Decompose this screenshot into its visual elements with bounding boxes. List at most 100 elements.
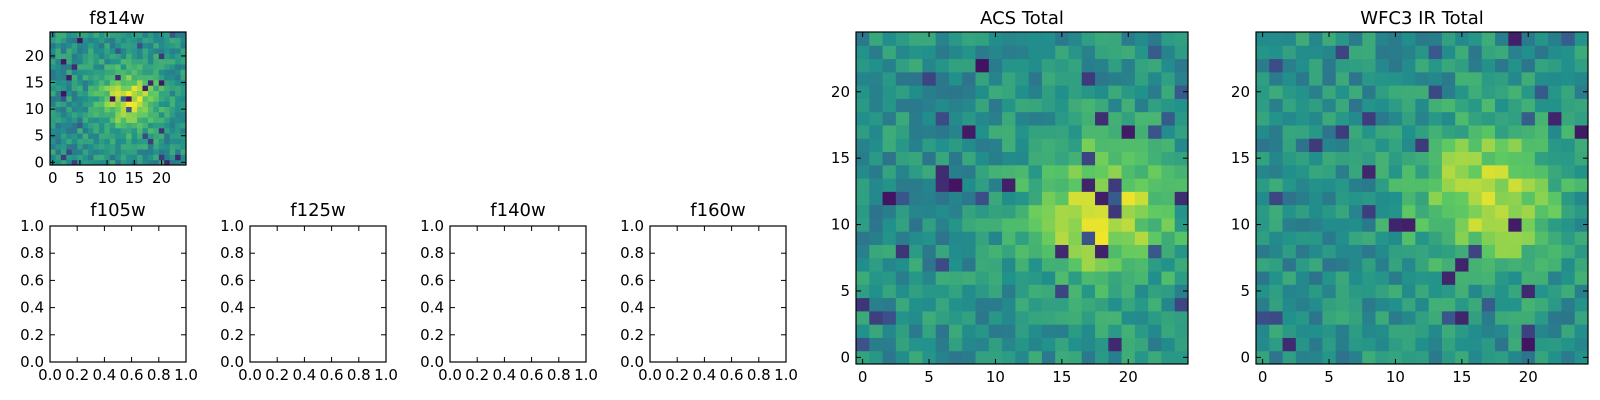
heatmap-cell	[115, 37, 122, 44]
heatmap-cell	[1068, 350, 1083, 365]
heatmap-cell	[1428, 204, 1443, 219]
heatmap-cell	[153, 122, 160, 129]
heatmap-cell	[104, 37, 111, 44]
heatmap-cell	[895, 231, 910, 245]
heatmap-cell	[869, 271, 884, 285]
heatmap-cell	[120, 32, 127, 38]
heatmap-cell	[1282, 271, 1297, 285]
heatmap-cell	[1495, 32, 1509, 46]
heatmap-cell	[1362, 324, 1377, 338]
heatmap-cell	[935, 284, 950, 299]
heatmap-cell	[77, 95, 84, 102]
heatmap-cell	[88, 74, 95, 81]
heatmap-cell	[98, 127, 105, 134]
heatmap-cell	[935, 178, 950, 192]
heatmap-cell	[1134, 151, 1149, 166]
heatmap-cell	[1574, 71, 1589, 86]
heatmap-cell	[1055, 337, 1069, 352]
heatmap-cell	[158, 117, 165, 123]
y-tick-label: 0.6	[20, 271, 44, 289]
x-tick-label: 1.0	[374, 366, 398, 384]
heatmap-cell	[1322, 98, 1337, 113]
heatmap-cell	[158, 127, 165, 134]
heatmap-cell	[115, 90, 122, 97]
heatmap-cell	[1134, 324, 1149, 338]
heatmap-cell	[82, 127, 89, 134]
heatmap-cell	[1121, 231, 1136, 245]
heatmap-cell	[93, 69, 100, 76]
heatmap-cell	[1295, 45, 1310, 60]
heatmap-cell	[109, 47, 116, 54]
heatmap-cell	[1335, 324, 1350, 338]
heatmap-cell	[82, 74, 89, 81]
heatmap-cell	[1055, 271, 1069, 285]
heatmap-cell	[1322, 124, 1337, 139]
heatmap-cell	[1548, 71, 1562, 86]
heatmap-cell	[1108, 231, 1123, 245]
heatmap-cell	[1121, 191, 1136, 206]
heatmap-cell	[55, 138, 62, 145]
heatmap-cell	[158, 37, 165, 44]
heatmap-cell	[869, 231, 884, 245]
heatmap-cell	[1095, 58, 1109, 73]
heatmap-cell	[1161, 164, 1176, 179]
heatmap-cell	[1348, 111, 1363, 126]
heatmap-cell	[869, 324, 884, 338]
heatmap-cell	[153, 37, 160, 44]
heatmap-cell	[1468, 164, 1483, 179]
heatmap-cell	[975, 85, 990, 99]
heatmap-cell	[77, 69, 84, 76]
heatmap-cell	[1015, 85, 1030, 99]
heatmap-cell	[948, 178, 963, 192]
heatmap-cell	[1534, 124, 1549, 139]
heatmap-cell	[142, 106, 149, 113]
heatmap-cell	[1015, 178, 1030, 192]
heatmap-cell	[869, 85, 884, 99]
heatmap-cell	[1174, 85, 1189, 99]
heatmap-cell	[1508, 98, 1523, 113]
heatmap-cell	[1362, 124, 1377, 139]
heatmap-cell	[1081, 71, 1096, 86]
heatmap-cell	[948, 204, 963, 219]
heatmap-cell	[1134, 244, 1149, 259]
heatmap-cell	[82, 111, 89, 118]
heatmap-cell	[922, 337, 937, 352]
heatmap-cell	[1108, 124, 1123, 139]
heatmap-cell	[909, 244, 923, 259]
heatmap-cell	[180, 122, 187, 129]
heatmap-cell	[1574, 244, 1589, 259]
heatmap-cell	[1134, 217, 1149, 232]
heatmap-cell	[1269, 217, 1284, 232]
heatmap-cell	[1455, 138, 1469, 153]
heatmap-cell	[98, 133, 105, 139]
heatmap-cell	[1455, 204, 1469, 219]
heatmap-cell	[1282, 324, 1297, 338]
heatmap-cell	[82, 42, 89, 49]
heatmap-cell	[66, 37, 73, 44]
heatmap-cell	[1295, 284, 1310, 299]
heatmap-cell	[1481, 164, 1496, 179]
heatmap-cell	[1174, 310, 1189, 325]
heatmap-cell	[142, 63, 149, 70]
heatmap-cell	[71, 90, 78, 97]
heatmap-cell	[909, 297, 923, 312]
heatmap-cell	[1548, 350, 1562, 365]
heatmap-cell	[175, 37, 182, 44]
heatmap-cell	[77, 90, 84, 97]
x-tick-label: 20	[1119, 368, 1138, 386]
heatmap-cell	[82, 138, 89, 145]
heatmap-cell	[1468, 71, 1483, 86]
heatmap-cell	[1055, 191, 1069, 206]
heatmap-cell	[50, 127, 56, 134]
heatmap-cell	[142, 69, 149, 76]
heatmap-cell	[1121, 271, 1136, 285]
heatmap-cell	[935, 337, 950, 352]
heatmap-cell	[1548, 257, 1562, 272]
heatmap-cell	[137, 47, 143, 54]
heatmap-cell	[120, 127, 127, 134]
heatmap-cell	[1282, 98, 1297, 113]
heatmap-cell	[935, 71, 950, 86]
heatmap-cell	[1108, 164, 1123, 179]
heatmap-cell	[1455, 217, 1469, 232]
heatmap-cell	[131, 37, 138, 44]
